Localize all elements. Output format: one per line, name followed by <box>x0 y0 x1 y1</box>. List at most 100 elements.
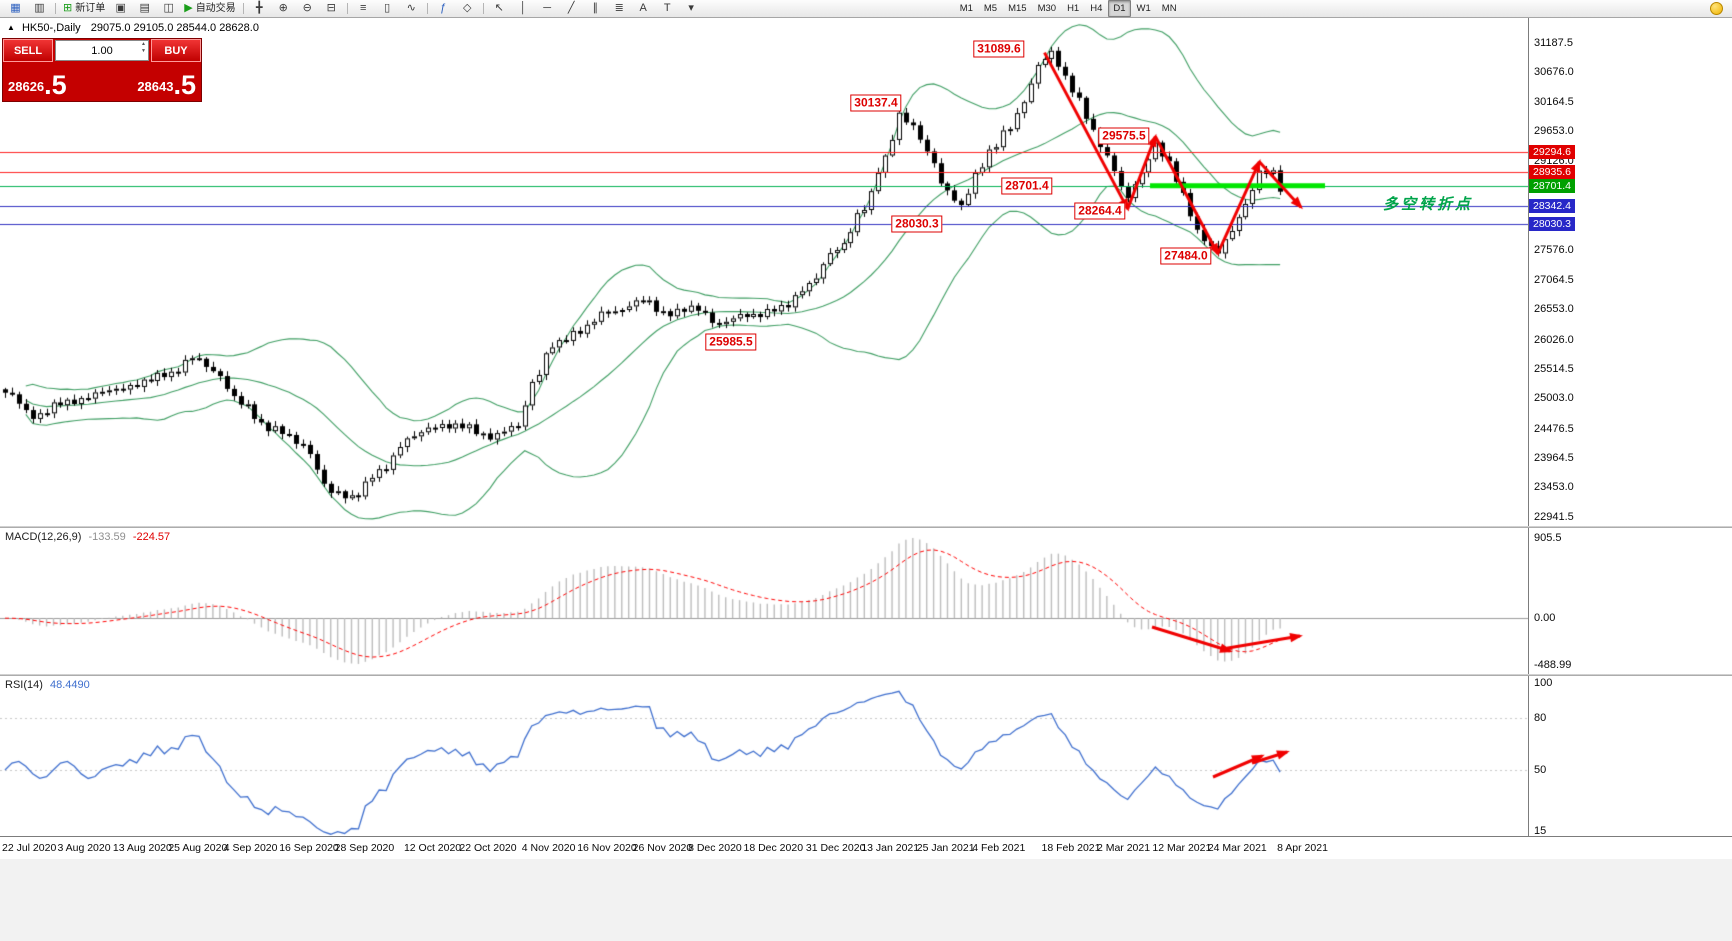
price-axis-label: 23453.0 <box>1534 481 1574 494</box>
buy-price[interactable]: 28643.5 <box>137 62 196 101</box>
autotrade-button[interactable]: ▶ 自动交易 <box>181 0 238 17</box>
vertical-line-tool-button[interactable]: │ <box>512 0 535 17</box>
timeframe-button-w1[interactable]: W1 <box>1136 3 1151 14</box>
macd-axis[interactable]: 905.5 0.00 -488.99 <box>1528 528 1732 674</box>
chart-title: ▲ HK50-,Daily 29075.0 29105.0 28544.0 28… <box>7 22 259 34</box>
sell-price[interactable]: 28626.5 <box>8 62 67 101</box>
strategy-tester-icon: ◫ <box>163 2 174 14</box>
objects-button[interactable]: ◇ <box>456 0 479 17</box>
new-order-button[interactable]: ⊞ 新订单 <box>60 0 108 17</box>
rsi-axis-label: 50 <box>1534 763 1547 776</box>
sell-button[interactable]: SELL <box>3 39 53 62</box>
price-annotation-label[interactable]: 28701.4 <box>1001 177 1053 195</box>
date-axis-label: 28 Sep 2020 <box>334 842 395 854</box>
timeframe-button-m1[interactable]: M1 <box>959 3 973 14</box>
timeframe-button-m30[interactable]: M30 <box>1037 3 1057 14</box>
price-axis-label: 27064.5 <box>1534 273 1574 286</box>
toolbar-right-group <box>1705 0 1728 17</box>
volume-value: 1.00 <box>91 44 113 57</box>
collapse-arrow-icon[interactable]: ▲ <box>7 23 15 32</box>
date-axis-label: 4 Feb 2021 <box>972 842 1026 854</box>
chart-ohlc: 29075.0 29105.0 28544.0 28628.0 <box>90 22 259 34</box>
price-axis-label: 24476.5 <box>1534 422 1574 435</box>
bar-chart-button[interactable]: ≡ <box>352 0 375 17</box>
toolbar-separator <box>426 3 428 14</box>
arrows-dropdown-button[interactable]: ▾ <box>680 0 703 17</box>
label-tool-button[interactable]: T <box>656 0 679 17</box>
new-chart-button[interactable]: ▦ <box>4 0 27 17</box>
volume-stepper: ▲ ▼ <box>141 41 146 55</box>
date-axis-label: 2 Mar 2021 <box>1096 842 1151 854</box>
grid-button[interactable]: ⊟ <box>320 0 343 17</box>
date-axis[interactable]: 22 Jul 2020 3 Aug 2020 13 Aug 2020 25 Aug 2… <box>0 836 1732 859</box>
toolbar-separator <box>55 3 56 14</box>
timeframe-button-m15[interactable]: M15 <box>1008 3 1027 14</box>
macd-scale-top: 905.5 <box>1534 532 1562 544</box>
macd-canvas[interactable] <box>0 528 1528 674</box>
price-annotation-label[interactable]: 30137.4 <box>850 94 902 112</box>
price-annotation-label[interactable]: 28030.3 <box>891 215 943 233</box>
trendline-tool-button[interactable]: ╱ <box>560 0 583 17</box>
price-annotation-label[interactable]: 31089.6 <box>973 40 1025 58</box>
turning-point-annotation[interactable]: 多空转折点 <box>1383 196 1474 213</box>
date-axis-label: 22 Jul 2020 <box>2 842 57 854</box>
candle-chart-button[interactable]: ▯ <box>376 0 399 17</box>
objects-icon: ◇ <box>462 2 472 14</box>
fibonacci-tool-button[interactable]: ≣ <box>608 0 631 17</box>
timeframe-button-mn[interactable]: MN <box>1161 3 1177 14</box>
windows-icon: ▣ <box>115 2 126 14</box>
price-annotation-label[interactable]: 28264.4 <box>1074 202 1126 220</box>
date-axis-label: 13 Aug 2020 <box>112 842 172 854</box>
rsi-name: RSI(14) <box>5 679 43 691</box>
date-axis-label: 31 Dec 2020 <box>805 842 866 854</box>
panel-divider[interactable] <box>0 526 1732 528</box>
volume-down-icon[interactable]: ▼ <box>141 48 146 54</box>
crosshair-button[interactable]: ╋ <box>248 0 271 17</box>
volume-up-icon[interactable]: ▲ <box>141 41 146 47</box>
date-axis-label: 4 Nov 2020 <box>521 842 576 854</box>
price-annotation-label[interactable]: 25985.5 <box>705 333 757 351</box>
horizontal-line-icon: ─ <box>543 2 552 14</box>
strategy-tester-button[interactable]: ◫ <box>157 0 180 17</box>
timeframe-button-m5[interactable]: M5 <box>983 3 998 14</box>
main-chart-canvas[interactable] <box>0 17 1528 526</box>
macd-scale-bottom: -488.99 <box>1534 659 1572 671</box>
price-axis-label: 22941.5 <box>1534 510 1574 523</box>
price-annotation-label[interactable]: 27484.0 <box>1160 247 1212 265</box>
panel-divider[interactable] <box>0 674 1732 676</box>
rsi-canvas[interactable] <box>0 676 1528 836</box>
price-axis-label: 23964.5 <box>1534 451 1574 464</box>
price-level-tag: 28935.6 <box>1529 165 1575 180</box>
horizontal-line-tool-button[interactable]: ─ <box>536 0 559 17</box>
sell-price-frac: .5 <box>44 70 67 100</box>
timeframe-button-d1[interactable]: D1 <box>1108 0 1131 17</box>
text-tool-button[interactable]: A <box>632 0 655 17</box>
windows-button[interactable]: ▣ <box>109 0 132 17</box>
price-annotation-label[interactable]: 29575.5 <box>1098 127 1150 145</box>
sell-price-int: 28626 <box>8 79 45 94</box>
price-axis-label: 30676.0 <box>1534 66 1574 79</box>
main-chart-panel: ▲ HK50-,Daily 29075.0 29105.0 28544.0 28… <box>0 17 1528 526</box>
timeframe-button-h4[interactable]: H4 <box>1090 3 1103 14</box>
rsi-axis[interactable]: 100 80 50 15 <box>1528 676 1732 836</box>
channel-tool-button[interactable]: ∥ <box>584 0 607 17</box>
community-button[interactable] <box>1705 0 1728 17</box>
profiles-button[interactable]: ▥ <box>28 0 51 17</box>
bottom-filler <box>0 858 1732 941</box>
zoom-out-button[interactable]: ⊖ <box>296 0 319 17</box>
macd-scale-zero: 0.00 <box>1534 612 1556 625</box>
indicators-button[interactable]: ƒ <box>432 0 455 17</box>
new-order-icon: ⊞ <box>63 2 73 14</box>
data-window-button[interactable]: ▤ <box>133 0 156 17</box>
vertical-line-icon: │ <box>519 2 527 14</box>
buy-button[interactable]: BUY <box>151 39 201 62</box>
zoom-in-button[interactable]: ⊕ <box>272 0 295 17</box>
rsi-value: 48.4490 <box>49 679 90 691</box>
cursor-tool-button[interactable]: ↖ <box>488 0 511 17</box>
volume-input[interactable]: 1.00 ▲ ▼ <box>55 40 149 61</box>
crosshair-icon: ╋ <box>255 2 263 14</box>
timeframe-button-h1[interactable]: H1 <box>1067 3 1080 14</box>
zoom-out-icon: ⊖ <box>302 2 312 14</box>
line-chart-button[interactable]: ∿ <box>400 0 423 17</box>
price-axis[interactable]: 31187.5 30676.0 30164.5 29653.0 29126.0 27576… <box>1528 17 1732 526</box>
